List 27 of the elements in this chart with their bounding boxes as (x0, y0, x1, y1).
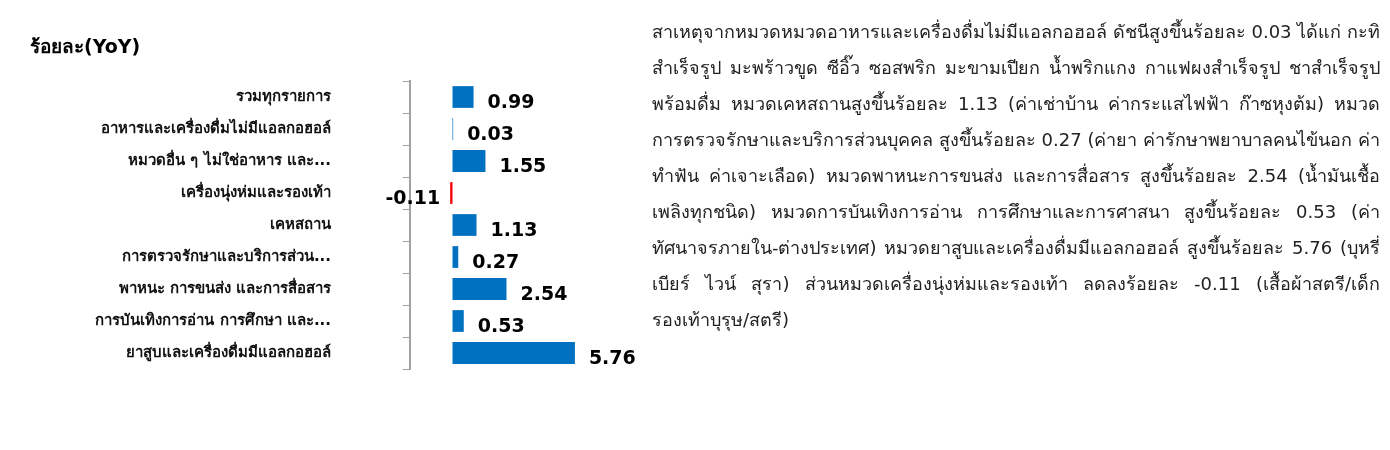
bar (450, 182, 453, 204)
y-tick-label: เคหสถาน (270, 214, 332, 233)
bar (452, 342, 575, 364)
data-label: 0.53 (477, 313, 525, 336)
y-tick-label: หมวดอื่น ๆ ไม่ใช่อาหาร และ... (128, 148, 331, 169)
data-label: -0.11 (385, 185, 441, 208)
bar (452, 214, 477, 236)
y-tick-label: การบันเทิงการอ่าน การศึกษา และ... (95, 310, 331, 329)
data-label: 5.76 (588, 345, 636, 368)
y-tick-label: อาหารและเครื่องดื่มไม่มีแอลกอฮอล์ (101, 116, 331, 137)
y-tick-label: พาหนะ การขนส่ง และการสื่อสาร (118, 276, 332, 297)
text: สาเหตุจากหมวดหมวดอาหารและเครื่องดื่มไม่มีแอลกอฮอล์ ดัชนีสูงขึ้นร้อยละ 0.03 ได้แก่ กะทิสำเร็จรูป มะพร้าวขูด ซีอิ๊ว ซอสพริก มะขามเปียก น้ำพริกแกง กาแฟผงสำเร็จรูป ชาสำเร็จรูปพร้อมดื่ม หมวดเคหสถานสูงขึ้นร้อยละ 1.13 (ค่าเช่าบ้าน ค่ากระแสไฟฟ้า ก๊าซหุงต้ม) หมวดการตรวจรักษาและบริการส่วนบุคคล สูงขึ้นร้อยละ 0.27 (ค่ายา ค่ารักษาพยาบาลคนไข้นอก ค่าทำฟัน ค่าเจาะเลือด) หมวดพาหนะการขนส่ง และการสื่อสาร สูงขึ้นร้อยละ 2.54 (น้ำมันเชื้อเพลิงทุกชนิด) หมวดการบันเทิงการอ่าน การศึกษาและการศาสนา สูงขึ้นร้อยละ 0.53 (ค่าทัศนาจรภายใน-ต่างประเทศ) หมวดยาสูบและเครื่องดื่มมีแอลกอฮอล์ สูงขึ้นร้อยละ 5.76 (บุหรี่ เบียร์ ไวน์ สุรา) ส่วนหมวดเครื่องนุ่งห่มและรองเท้า ลดลงร้อยละ -0.11 (เสื้อผ้าสตรี/เด็ก รองเท้าบุรุษ/สตรี) (652, 21, 1380, 330)
data-label: 2.54 (520, 281, 568, 304)
y-tick-label: รวมทุกรายการ (236, 86, 332, 106)
y-tick-label: การตรวจรักษาและบริการส่วน... (121, 246, 331, 265)
y-tick-label: เครื่องนุ่งห่มและรองเท้า (181, 180, 331, 202)
data-label: 0.03 (467, 121, 515, 144)
data-label: 1.55 (499, 153, 547, 176)
bar (452, 310, 464, 332)
y-tick-label: ยาสูบและเครื่องดื่มมีแอลกอฮอล์ (126, 340, 331, 362)
bar (452, 86, 474, 108)
x-axis-title: ร้อยละ(YoY) (30, 34, 141, 57)
data-label: 0.99 (487, 89, 535, 112)
bar (452, 150, 486, 172)
data-label: 1.13 (490, 217, 538, 240)
bar (452, 278, 507, 300)
data-label: 0.27 (472, 249, 520, 272)
